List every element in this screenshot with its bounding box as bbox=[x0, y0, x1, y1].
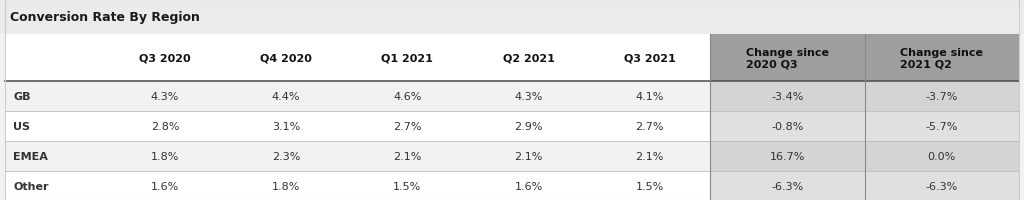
Text: US: US bbox=[13, 121, 30, 131]
Text: 4.3%: 4.3% bbox=[514, 92, 543, 102]
Bar bbox=[711, 171, 864, 200]
Text: 4.1%: 4.1% bbox=[636, 92, 664, 102]
Text: 4.4%: 4.4% bbox=[271, 92, 300, 102]
Text: 16.7%: 16.7% bbox=[770, 151, 805, 161]
Bar bbox=[0, 0, 1024, 35]
Text: 2.3%: 2.3% bbox=[272, 151, 300, 161]
Text: 2.8%: 2.8% bbox=[151, 121, 179, 131]
Text: 2.7%: 2.7% bbox=[393, 121, 422, 131]
Bar bbox=[864, 141, 1019, 171]
Bar bbox=[711, 112, 864, 141]
Text: 2.7%: 2.7% bbox=[636, 121, 664, 131]
Text: Q3 2020: Q3 2020 bbox=[139, 54, 190, 63]
Bar bbox=[711, 82, 864, 112]
Bar bbox=[5, 171, 1019, 200]
Bar bbox=[711, 35, 864, 82]
Bar bbox=[864, 171, 1019, 200]
Bar bbox=[864, 112, 1019, 141]
Text: -5.7%: -5.7% bbox=[926, 121, 957, 131]
Text: 1.6%: 1.6% bbox=[514, 181, 543, 191]
Text: 1.5%: 1.5% bbox=[636, 181, 664, 191]
Text: 1.6%: 1.6% bbox=[151, 181, 179, 191]
Text: 2.1%: 2.1% bbox=[514, 151, 543, 161]
Bar bbox=[5, 35, 711, 82]
Text: Change since
2020 Q3: Change since 2020 Q3 bbox=[745, 48, 829, 69]
Text: 0.0%: 0.0% bbox=[928, 151, 955, 161]
Text: 1.8%: 1.8% bbox=[272, 181, 300, 191]
Text: -6.3%: -6.3% bbox=[771, 181, 804, 191]
Bar bbox=[864, 82, 1019, 112]
Text: 4.6%: 4.6% bbox=[393, 92, 422, 102]
Bar bbox=[5, 141, 1019, 171]
Bar bbox=[711, 141, 864, 171]
Text: 3.1%: 3.1% bbox=[272, 121, 300, 131]
Text: 2.9%: 2.9% bbox=[514, 121, 543, 131]
Text: 2.1%: 2.1% bbox=[636, 151, 664, 161]
Text: -6.3%: -6.3% bbox=[926, 181, 957, 191]
Text: Q2 2021: Q2 2021 bbox=[503, 54, 554, 63]
Text: -0.8%: -0.8% bbox=[771, 121, 804, 131]
Text: Other: Other bbox=[13, 181, 48, 191]
Text: Change since
2021 Q2: Change since 2021 Q2 bbox=[900, 48, 983, 69]
Text: 4.3%: 4.3% bbox=[151, 92, 179, 102]
Text: 1.8%: 1.8% bbox=[151, 151, 179, 161]
Text: 2.1%: 2.1% bbox=[393, 151, 422, 161]
Text: Conversion Rate By Region: Conversion Rate By Region bbox=[10, 11, 200, 24]
Bar bbox=[5, 112, 1019, 141]
Text: Q3 2021: Q3 2021 bbox=[624, 54, 676, 63]
Text: -3.7%: -3.7% bbox=[926, 92, 957, 102]
Text: Q1 2021: Q1 2021 bbox=[381, 54, 433, 63]
Bar bbox=[864, 35, 1019, 82]
Text: EMEA: EMEA bbox=[13, 151, 48, 161]
Text: 1.5%: 1.5% bbox=[393, 181, 422, 191]
Text: -3.4%: -3.4% bbox=[771, 92, 804, 102]
Bar bbox=[5, 82, 1019, 112]
Text: Q4 2020: Q4 2020 bbox=[260, 54, 312, 63]
Text: GB: GB bbox=[13, 92, 31, 102]
